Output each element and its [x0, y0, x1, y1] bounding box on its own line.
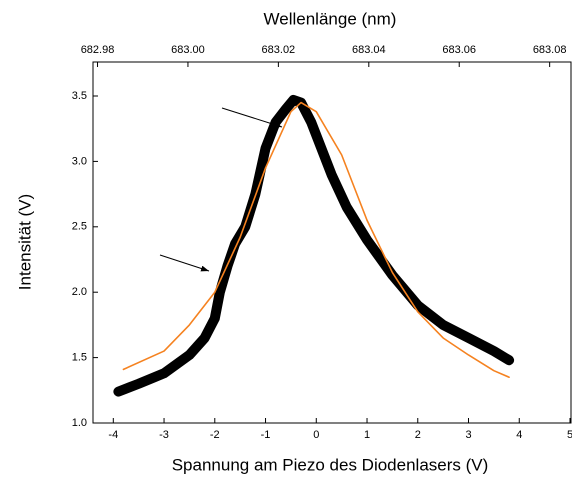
y-tick-label: 3.5: [72, 90, 87, 102]
x2-tick-label: 682.98: [81, 44, 115, 56]
y-tick-label: 3.0: [72, 155, 87, 167]
x2-tick-label: 683.06: [442, 44, 476, 56]
x-tick-label: 5: [567, 429, 572, 441]
data-line: [122, 101, 510, 379]
x2-tick-label: 683.04: [352, 44, 386, 56]
y-tick-label: 2.0: [72, 286, 87, 298]
x-tick-label: 4: [516, 429, 522, 441]
y-tick-label: 1.5: [72, 352, 87, 364]
x-tick-label: -3: [159, 429, 169, 441]
x2-tick-label: 683.02: [262, 44, 296, 56]
x-tick-label: -2: [210, 429, 220, 441]
x-axis-title: Spannung am Piezo des Diodenlasers (V): [172, 455, 489, 474]
x2-tick-label: 683.08: [533, 44, 567, 56]
y-axis-title: Intensität (V): [15, 194, 34, 290]
x-tick-label: 3: [465, 429, 471, 441]
x-tick-label: -4: [108, 429, 118, 441]
x-tick-label: -1: [261, 429, 271, 441]
plot-frame: [92, 61, 572, 424]
x2-axis-title: Wellenlänge (nm): [264, 9, 397, 28]
x-tick-label: 0: [313, 429, 319, 441]
arrow: [159, 254, 210, 272]
x-tick-label: 2: [415, 429, 421, 441]
x-tick-label: 1: [364, 429, 370, 441]
data-line: [113, 94, 515, 397]
y-tick-label: 1.0: [72, 417, 87, 429]
y-tick-label: 2.5: [72, 221, 87, 233]
x2-tick-label: 683.00: [171, 44, 205, 56]
